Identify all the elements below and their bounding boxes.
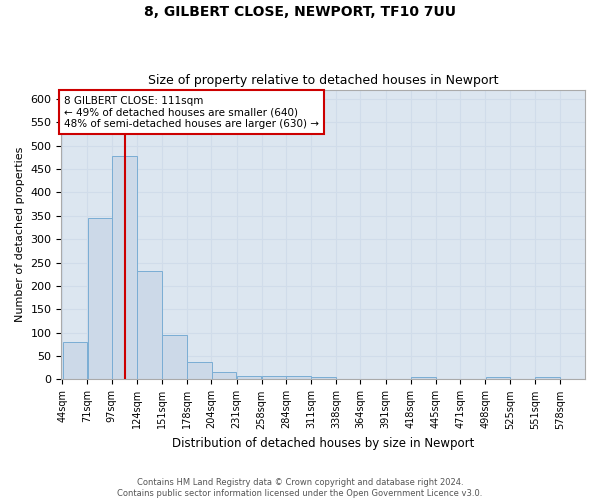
X-axis label: Distribution of detached houses by size in Newport: Distribution of detached houses by size … [172, 437, 475, 450]
Bar [485, 377, 510, 380]
Bar [311, 377, 336, 380]
Bar [88, 218, 112, 380]
Bar [62, 342, 87, 380]
Text: 8 GILBERT CLOSE: 111sqm
← 49% of detached houses are smaller (640)
48% of semi-d: 8 GILBERT CLOSE: 111sqm ← 49% of detache… [64, 96, 319, 129]
Y-axis label: Number of detached properties: Number of detached properties [15, 147, 25, 322]
Bar [262, 376, 287, 380]
Bar [535, 377, 560, 380]
Text: 8, GILBERT CLOSE, NEWPORT, TF10 7UU: 8, GILBERT CLOSE, NEWPORT, TF10 7UU [144, 5, 456, 19]
Title: Size of property relative to detached houses in Newport: Size of property relative to detached ho… [148, 74, 499, 87]
Bar [212, 372, 236, 380]
Bar [137, 270, 162, 380]
Bar [187, 362, 212, 380]
Bar [162, 335, 187, 380]
Bar [286, 376, 311, 380]
Text: Contains HM Land Registry data © Crown copyright and database right 2024.
Contai: Contains HM Land Registry data © Crown c… [118, 478, 482, 498]
Bar [112, 156, 137, 380]
Bar [411, 377, 436, 380]
Bar [237, 376, 262, 380]
